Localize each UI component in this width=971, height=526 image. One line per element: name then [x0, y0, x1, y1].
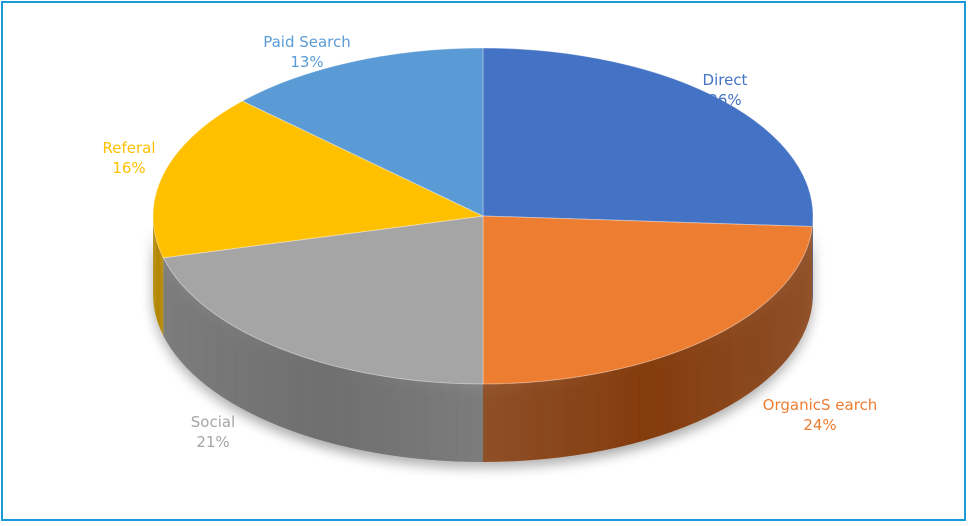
data-label-organics-earch: OrganicS earch 24% — [763, 396, 878, 434]
pie-sides — [153, 216, 814, 462]
pie-slice-paid-search — [241, 47, 484, 217]
pie-side-organics-earch — [483, 226, 813, 462]
pie-slice-direct — [482, 47, 814, 228]
data-label-social: Social 21% — [191, 413, 235, 451]
data-labels: Direct 26% OrganicS earch 24% Social 21% Refer… — [102, 33, 877, 451]
pie-slice-social — [162, 215, 484, 385]
pie-slice-referal — [152, 100, 485, 259]
pie-slice-organics-earch — [482, 215, 813, 385]
data-label-referal: Referal 16% — [102, 139, 155, 177]
pie-side-social — [163, 257, 483, 462]
pie-top — [152, 47, 814, 385]
data-label-paid-search: Paid Search 13% — [263, 33, 351, 71]
pie-side-direct — [812, 216, 814, 305]
data-label-direct: Direct 26% — [703, 71, 748, 109]
pie-side-referal — [153, 216, 164, 336]
